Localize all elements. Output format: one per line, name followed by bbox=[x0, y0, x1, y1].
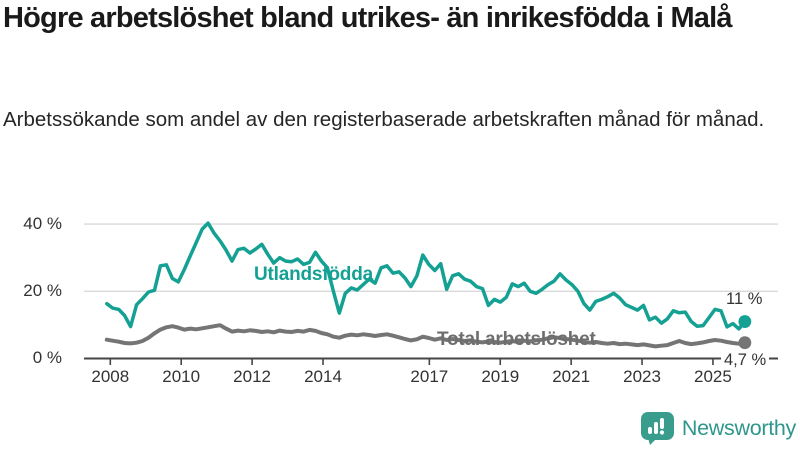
x-tick-label: 2008 bbox=[91, 367, 130, 386]
x-tick-label: 2023 bbox=[623, 367, 661, 386]
y-tick-label-40: 40 % bbox=[23, 214, 62, 233]
brand-name: Newsworthy bbox=[681, 415, 796, 440]
newsworthy-logo-icon bbox=[640, 412, 674, 445]
series-label-total-arbetsloshet: Total arbetslöshet bbox=[437, 329, 596, 350]
x-tick-label: 2025 bbox=[694, 367, 732, 386]
series-label-utlandsfodda: Utlandsfödda bbox=[254, 264, 373, 285]
page-subtitle: Arbetssökande som andel av den registerb… bbox=[3, 108, 765, 131]
x-tick-label: 2019 bbox=[481, 367, 520, 386]
y-tick-label-0: 0 % bbox=[32, 348, 62, 367]
end-value-label-utlandsfodda: 11 % bbox=[726, 290, 763, 308]
x-tick-label: 2014 bbox=[304, 367, 342, 386]
end-value-label-total: 4,7 % bbox=[721, 351, 770, 370]
x-tick-label: 2010 bbox=[162, 367, 201, 386]
x-tick-label: 2017 bbox=[410, 367, 449, 386]
newsworthy-logo[interactable]: Newsworthy bbox=[640, 410, 796, 446]
x-tick-label: 2012 bbox=[233, 367, 271, 386]
x-tick-label: 2021 bbox=[552, 367, 591, 386]
y-tick-label-20: 20 % bbox=[23, 281, 62, 300]
page-title: Högre arbetslöshet bland utrikes- än inr… bbox=[3, 2, 733, 34]
